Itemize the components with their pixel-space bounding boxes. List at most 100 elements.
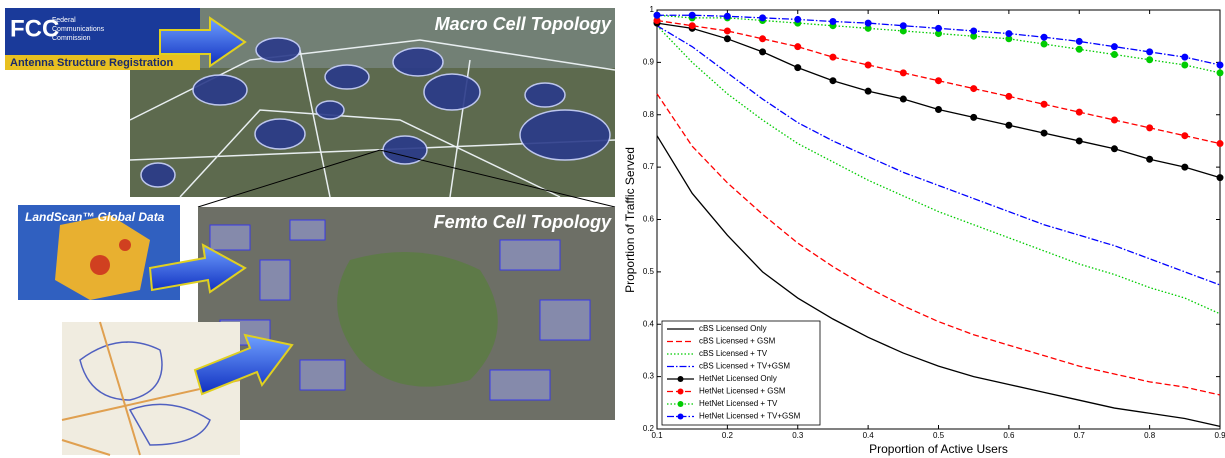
legend-label: HetNet Licensed + TV xyxy=(699,399,778,408)
series-marker xyxy=(794,15,802,23)
series-marker xyxy=(1181,163,1189,171)
fcc-line: Commission xyxy=(52,35,91,42)
series-marker xyxy=(1110,145,1118,153)
x-tick-label: 0.3 xyxy=(792,431,804,440)
series-marker xyxy=(1181,132,1189,140)
x-tick-label: 0.2 xyxy=(722,431,734,440)
y-tick-label: 0.5 xyxy=(643,267,655,276)
series-marker xyxy=(1146,56,1154,64)
series-marker xyxy=(794,43,802,51)
series-marker xyxy=(1216,174,1224,182)
series-marker xyxy=(899,69,907,77)
series-marker xyxy=(653,11,661,19)
series-marker xyxy=(1040,40,1048,48)
series-marker xyxy=(1146,155,1154,163)
x-tick-label: 0.9 xyxy=(1214,431,1225,440)
series-marker xyxy=(1216,61,1224,69)
landscan-map: LandScan™ Global Data xyxy=(18,205,180,300)
series-marker xyxy=(1181,53,1189,61)
series-marker xyxy=(1110,43,1118,51)
series-line xyxy=(656,25,1221,286)
series-marker xyxy=(899,22,907,30)
legend-marker xyxy=(677,413,684,420)
x-tick-label: 0.1 xyxy=(651,431,663,440)
y-tick-label: 0.3 xyxy=(643,372,655,381)
femto-photo: Femto Cell Topology xyxy=(198,207,615,420)
series-line xyxy=(656,93,1221,396)
series-marker xyxy=(723,35,731,43)
line-chart: Proportion of Active Users Proportion of… xyxy=(623,5,1225,456)
legend-marker xyxy=(677,401,684,407)
series-marker xyxy=(829,18,837,26)
series-marker xyxy=(864,19,872,27)
series-marker xyxy=(759,14,767,22)
series-marker xyxy=(688,22,696,30)
x-tick-label: 0.6 xyxy=(1003,431,1015,440)
macro-label: Macro Cell Topology xyxy=(435,14,612,34)
fcc-line: Federal xyxy=(52,17,76,24)
arrow xyxy=(159,16,247,68)
legend-box xyxy=(661,320,821,426)
legend-label: HetNet Licensed + TV+GSM xyxy=(699,412,801,421)
legend-label: cBS Licensed Only xyxy=(699,324,767,333)
series-marker xyxy=(1146,48,1154,56)
series-marker xyxy=(829,53,837,61)
series-marker xyxy=(1110,51,1118,59)
antenna-label: Antenna Structure Registration xyxy=(10,57,173,69)
series-marker xyxy=(1005,92,1013,100)
y-tick-label: 0.7 xyxy=(643,162,655,171)
series-marker xyxy=(970,85,978,93)
legend-label: cBS Licensed + TV xyxy=(699,349,768,358)
series-line xyxy=(656,25,1221,315)
x-tick-label: 0.8 xyxy=(1144,431,1156,440)
arrow xyxy=(193,333,294,396)
series-marker xyxy=(1075,45,1083,53)
femto-label: Femto Cell Topology xyxy=(434,212,612,232)
series-line xyxy=(656,135,1221,428)
series-marker xyxy=(1146,124,1154,132)
series-marker xyxy=(723,27,731,35)
x-tick-label: 0.5 xyxy=(933,431,945,440)
zoom-lines xyxy=(197,149,616,208)
series-marker xyxy=(829,77,837,85)
series-marker xyxy=(759,48,767,56)
series-marker xyxy=(1110,116,1118,124)
y-tick-label: 0.9 xyxy=(643,57,655,66)
series-marker xyxy=(1005,30,1013,38)
legend-marker xyxy=(677,376,684,382)
series-marker xyxy=(935,77,942,85)
series-marker xyxy=(1181,61,1189,69)
fcc-line: Communications xyxy=(52,26,105,33)
series-marker xyxy=(1075,37,1083,45)
series-marker xyxy=(864,61,872,69)
series-marker xyxy=(899,95,907,103)
fcc-text: FCC xyxy=(10,15,59,42)
y-tick-label: 1 xyxy=(650,5,655,14)
y-tick-label: 0.4 xyxy=(643,319,655,328)
arrow xyxy=(148,243,247,294)
series-marker xyxy=(970,113,978,121)
series-marker xyxy=(1040,33,1048,41)
macro-photo: Macro Cell Topology xyxy=(129,8,616,198)
series-marker xyxy=(1005,121,1013,129)
x-tick-label: 0.7 xyxy=(1074,431,1086,440)
series-marker xyxy=(970,27,978,35)
series-marker xyxy=(1216,140,1224,148)
legend-label: cBS Licensed + TV+GSM xyxy=(699,362,790,371)
series-marker xyxy=(1040,129,1048,137)
series-marker xyxy=(864,87,872,95)
y-tick-label: 0.2 xyxy=(643,424,655,433)
legend-label: HetNet Licensed + GSM xyxy=(699,387,786,396)
series-marker xyxy=(935,106,942,114)
series-marker xyxy=(723,12,731,20)
y-axis-label: Proportion of Traffic Served xyxy=(623,147,637,293)
y-tick-label: 0.6 xyxy=(643,215,655,224)
x-axis-label: Proportion of Active Users xyxy=(869,442,1008,456)
series-marker xyxy=(935,24,942,32)
series-marker xyxy=(1040,100,1048,108)
landscan-label: LandScan™ Global Data xyxy=(25,210,165,224)
legend-label: cBS Licensed + GSM xyxy=(699,337,776,346)
series-marker xyxy=(1216,69,1224,77)
series-marker xyxy=(794,64,802,72)
